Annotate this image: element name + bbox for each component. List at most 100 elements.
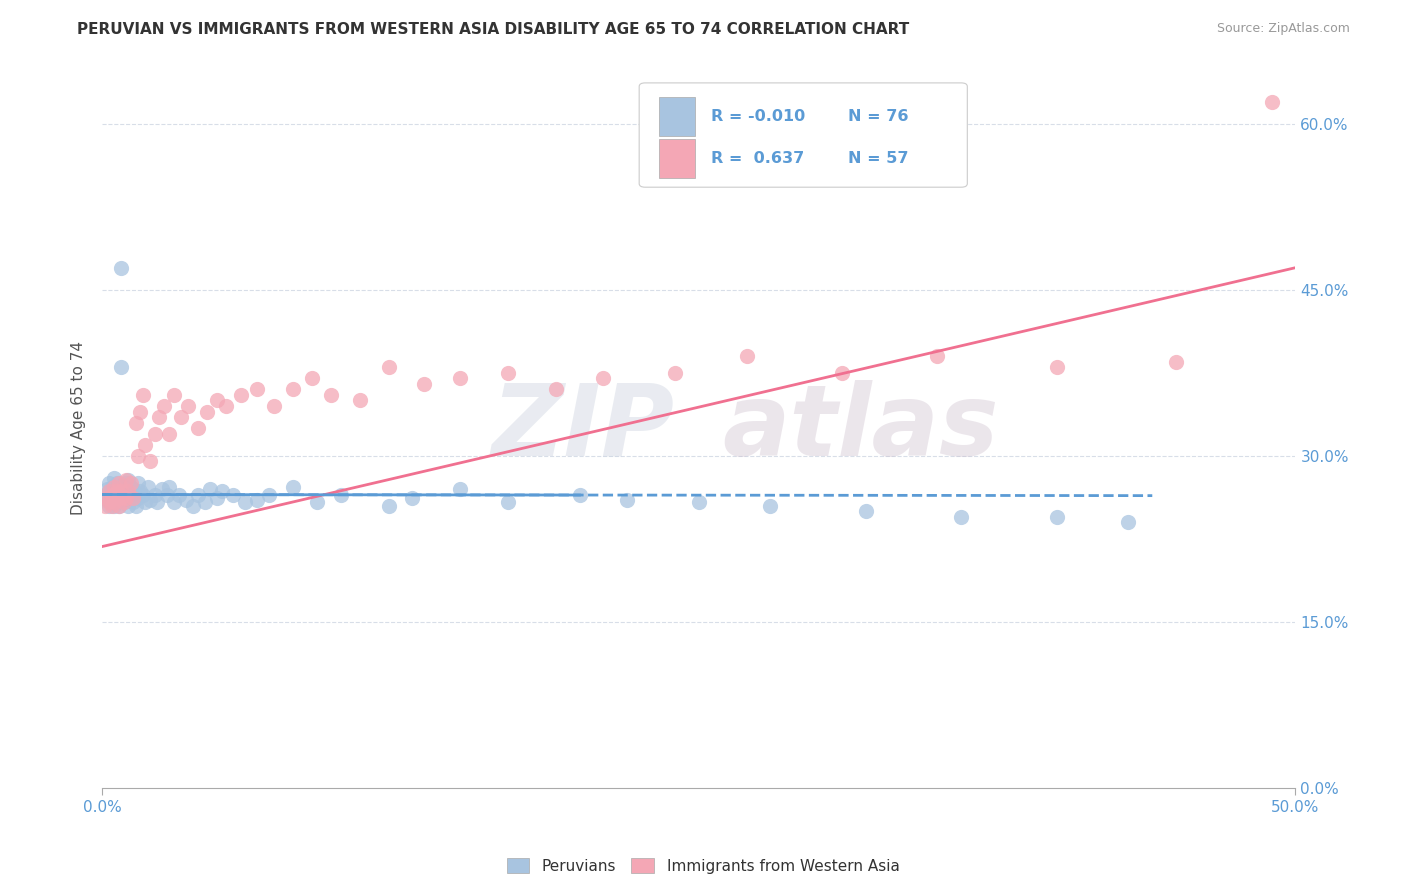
Point <box>688 495 710 509</box>
Point <box>664 366 686 380</box>
Point <box>93 487 115 501</box>
Point <box>110 260 132 275</box>
Point <box>157 426 180 441</box>
Legend: Peruvians, Immigrants from Western Asia: Peruvians, Immigrants from Western Asia <box>501 852 905 880</box>
Point <box>115 476 138 491</box>
Point <box>950 509 973 524</box>
Point <box>115 473 138 487</box>
Point <box>100 499 122 513</box>
Point <box>127 449 149 463</box>
Point <box>108 499 131 513</box>
Point <box>108 476 131 491</box>
Point <box>103 471 125 485</box>
Point <box>132 388 155 402</box>
Text: atlas: atlas <box>723 380 1000 476</box>
Point <box>831 366 853 380</box>
Point <box>377 499 399 513</box>
Point <box>124 499 146 513</box>
Point <box>117 499 139 513</box>
Point <box>139 493 162 508</box>
Point <box>170 410 193 425</box>
Point <box>301 371 323 385</box>
Point <box>110 491 132 505</box>
Text: Source: ZipAtlas.com: Source: ZipAtlas.com <box>1216 22 1350 36</box>
Point <box>139 454 162 468</box>
Point <box>305 495 328 509</box>
Point <box>93 499 115 513</box>
Point <box>122 482 145 496</box>
Point <box>235 495 257 509</box>
Point <box>96 491 118 505</box>
Point <box>105 484 128 499</box>
Point <box>1046 509 1069 524</box>
Point <box>105 495 128 509</box>
Point <box>103 482 125 496</box>
Point <box>115 491 138 505</box>
Point <box>100 495 122 509</box>
Point <box>281 480 304 494</box>
Point <box>98 476 121 491</box>
Point <box>592 371 614 385</box>
Point <box>246 383 269 397</box>
Point <box>129 404 152 418</box>
Point <box>927 349 949 363</box>
Point <box>105 476 128 491</box>
Point <box>129 484 152 499</box>
Point <box>211 484 233 499</box>
Point <box>195 404 218 418</box>
Point <box>156 487 179 501</box>
Point <box>108 487 131 501</box>
Point <box>401 491 423 505</box>
Point <box>98 484 121 499</box>
Point <box>117 484 139 499</box>
Point <box>1166 355 1188 369</box>
Point <box>187 421 209 435</box>
Point <box>100 480 122 494</box>
Point <box>163 495 186 509</box>
Point <box>124 487 146 501</box>
Point <box>120 487 142 501</box>
Point <box>117 473 139 487</box>
Point <box>103 495 125 509</box>
Point <box>246 493 269 508</box>
Point <box>115 491 138 505</box>
Point <box>100 487 122 501</box>
Point <box>157 480 180 494</box>
Point <box>108 480 131 494</box>
Text: R = -0.010: R = -0.010 <box>711 109 806 124</box>
Point <box>103 480 125 494</box>
Point <box>100 493 122 508</box>
Point <box>187 487 209 501</box>
Point <box>110 484 132 499</box>
Point <box>108 499 131 513</box>
Point <box>329 487 352 501</box>
Point <box>134 438 156 452</box>
Point <box>205 393 228 408</box>
Point <box>449 371 471 385</box>
Point <box>215 399 238 413</box>
FancyBboxPatch shape <box>640 83 967 187</box>
Point <box>112 495 135 509</box>
Point <box>148 410 170 425</box>
Point <box>103 499 125 513</box>
Point <box>112 480 135 494</box>
Point <box>98 484 121 499</box>
Point <box>96 482 118 496</box>
Point <box>177 399 200 413</box>
Point <box>112 495 135 509</box>
Point <box>110 360 132 375</box>
Point <box>120 476 142 491</box>
Point <box>544 383 567 397</box>
Point <box>132 487 155 501</box>
Point <box>496 495 519 509</box>
Point <box>153 399 176 413</box>
Point <box>229 388 252 402</box>
Point <box>321 388 343 402</box>
Point <box>568 487 591 501</box>
Point <box>163 388 186 402</box>
Point <box>110 487 132 501</box>
Point <box>167 487 190 501</box>
Point <box>122 491 145 505</box>
Point <box>194 495 217 509</box>
Point <box>127 476 149 491</box>
